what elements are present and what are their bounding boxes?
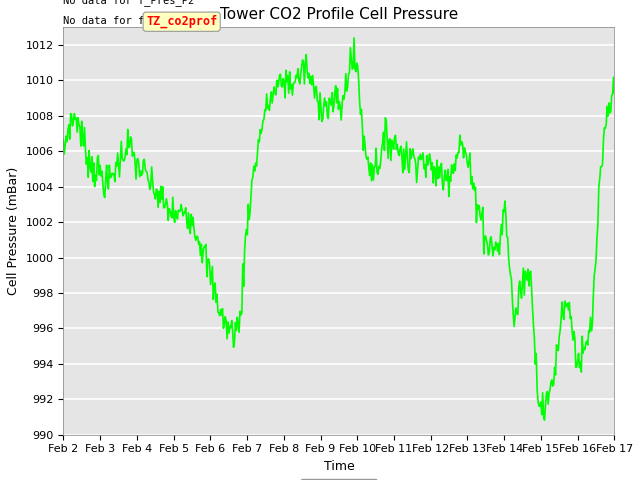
Text: No data for f_Pres_P4: No data for f_Pres_P4 [63,15,195,26]
Text: No data for f_Pres_P2: No data for f_Pres_P2 [63,0,195,6]
Legend: 6.0m: 6.0m [300,479,378,480]
X-axis label: Time: Time [323,460,355,473]
Y-axis label: Cell Pressure (mBar): Cell Pressure (mBar) [7,167,20,295]
Title: Tower CO2 Profile Cell Pressure: Tower CO2 Profile Cell Pressure [220,7,458,22]
Text: TZ_co2prof: TZ_co2prof [146,15,217,28]
